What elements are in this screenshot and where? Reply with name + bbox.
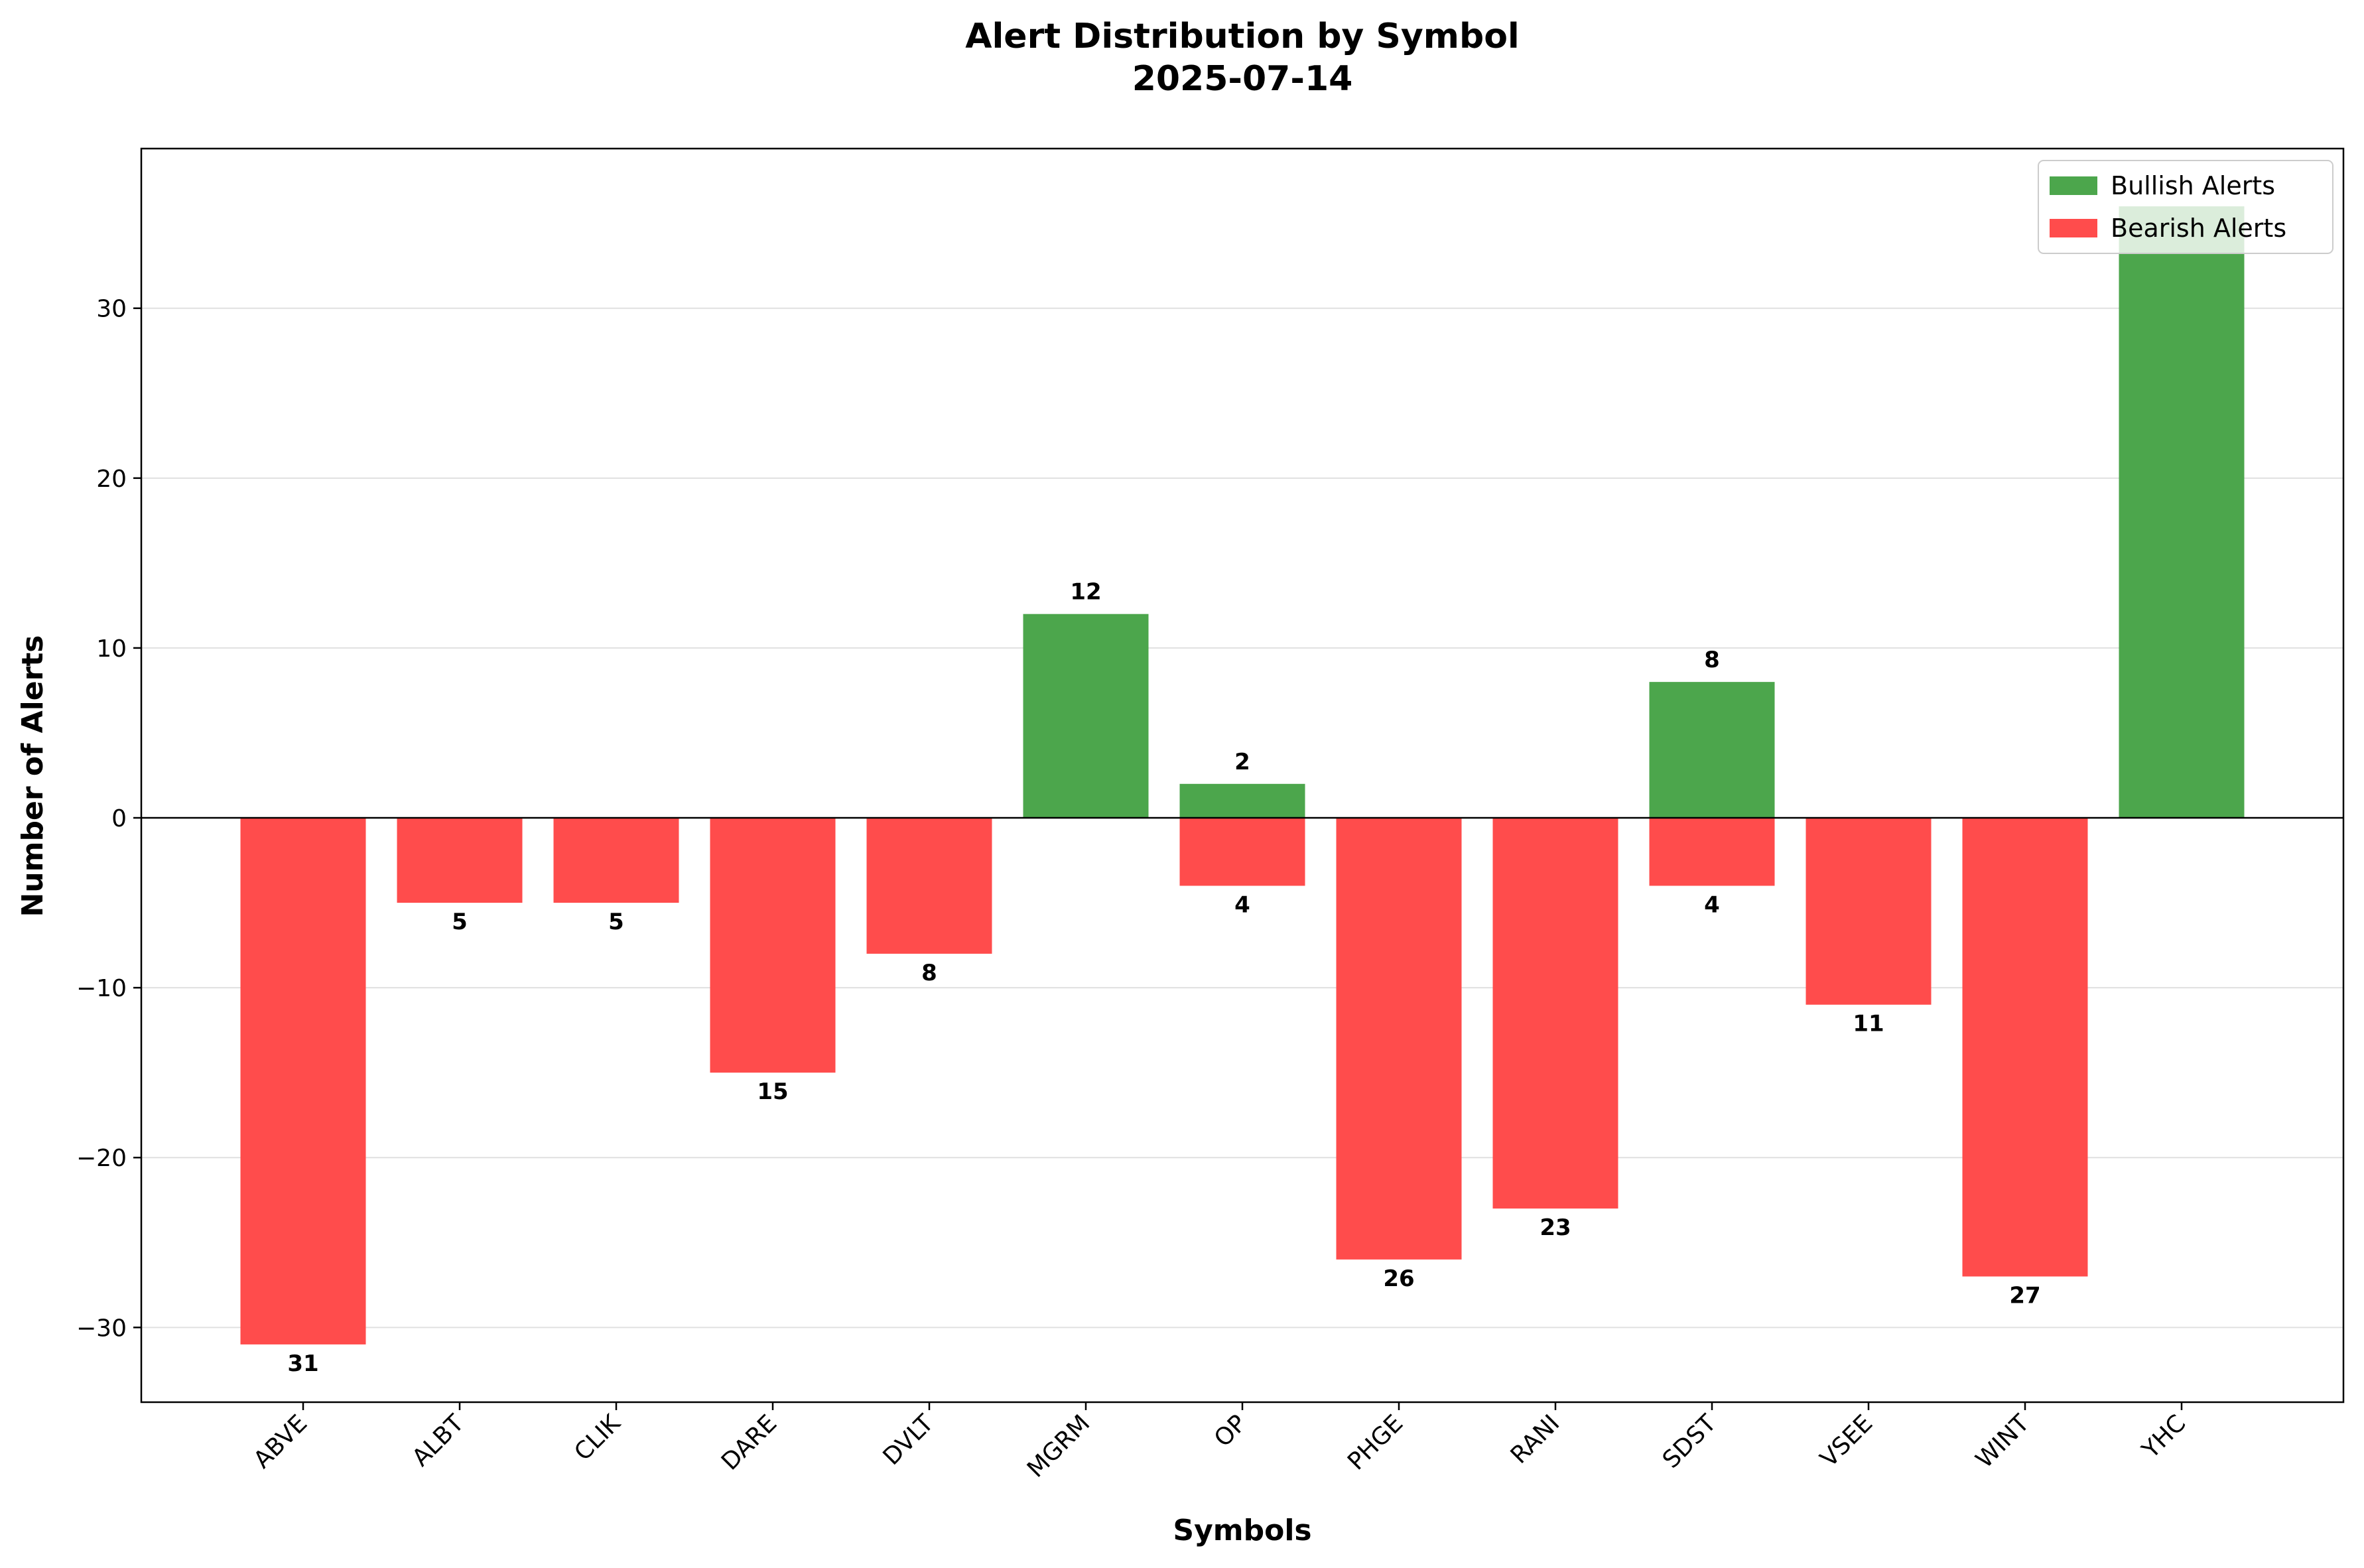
bars-group [240, 206, 2245, 1344]
bearish-bar-abve [240, 818, 366, 1344]
x-tick-label-vsee: VSEE [1815, 1409, 1878, 1472]
bearish-bar-rani [1492, 818, 1618, 1209]
bullish-value-label: 12 [1070, 579, 1101, 606]
x-tick-label-rani: RANI [1506, 1409, 1565, 1469]
legend: Bullish Alerts Bearish Alerts [2038, 160, 2333, 254]
bullish-bar-mgrm [1023, 614, 1149, 818]
legend-box [2038, 160, 2333, 254]
legend-label-bearish: Bearish Alerts [2111, 214, 2286, 243]
x-tick-label-phge: PHGE [1343, 1409, 1408, 1475]
legend-swatch-bearish [2050, 219, 2097, 237]
bearish-value-label: 5 [608, 909, 624, 935]
y-tick-label: 10 [96, 635, 127, 663]
bearish-bar-clik [553, 818, 679, 903]
x-tick-label-dare: DARE [716, 1409, 782, 1475]
bearish-bar-dare [710, 818, 836, 1073]
bearish-value-label: 4 [1234, 891, 1250, 918]
bullish-bar-yhc [2119, 206, 2245, 818]
bearish-bar-vsee [1806, 818, 1932, 1005]
y-tick-label: −30 [76, 1315, 127, 1342]
legend-swatch-bullish [2050, 176, 2097, 195]
x-tick-label-mgrm: MGRM [1022, 1409, 1095, 1482]
y-axis-label: Number of Alerts [16, 635, 50, 917]
x-tick-label-yhc: YHC [2136, 1409, 2191, 1464]
bearish-bar-albt [397, 818, 523, 903]
y-axis-ticks: −30 −20 −10 0 10 20 30 [76, 296, 141, 1342]
bearish-bar-op [1179, 818, 1305, 886]
y-tick-label: 0 [111, 805, 127, 832]
y-tick-label: −10 [76, 975, 127, 1002]
bullish-bar-op [1179, 783, 1305, 818]
bearish-value-label: 8 [921, 960, 937, 986]
bearish-value-label: 15 [757, 1078, 788, 1105]
bearish-bar-wint [1962, 818, 2088, 1277]
y-tick-label: −20 [76, 1145, 127, 1172]
x-tick-label-clik: CLIK [569, 1409, 626, 1466]
bearish-value-label: 4 [1704, 891, 1720, 918]
x-tick-label-dvlt: DVLT [878, 1409, 939, 1470]
legend-label-bullish: Bullish Alerts [2111, 171, 2275, 200]
bearish-bar-sdst [1649, 818, 1775, 886]
x-tick-label-op: OP [1209, 1409, 1252, 1452]
bullish-bar-sdst [1649, 682, 1775, 818]
chart-subtitle: 2025-07-14 [1132, 59, 1353, 99]
bearish-bar-phge [1336, 818, 1462, 1260]
bearish-bar-dvlt [866, 818, 992, 954]
x-tick-label-wint: WINT [1971, 1409, 2035, 1474]
x-axis-label: Symbols [1173, 1514, 1311, 1547]
bearish-value-label: 5 [452, 909, 468, 935]
bearish-value-label: 31 [287, 1350, 318, 1377]
x-tick-label-albt: ALBT [407, 1409, 470, 1472]
y-tick-label: 30 [96, 296, 127, 323]
bearish-value-label: 23 [1540, 1214, 1571, 1241]
bearish-value-label: 11 [1853, 1011, 1884, 1037]
y-tick-label: 20 [96, 466, 127, 493]
x-tick-label-abve: ABVE [249, 1409, 313, 1474]
x-axis-ticks: ABVE ALBT CLIK DARE DVLT MGRM OP PHGE RANI SDST VS… [249, 1402, 2191, 1483]
bearish-value-label: 26 [1383, 1266, 1414, 1292]
bullish-value-label: 8 [1704, 647, 1720, 673]
chart-title: Alert Distribution by Symbol [965, 17, 1520, 56]
data-labels: 12 2 8 31 5 5 15 8 4 26 23 4 11 27 [287, 579, 2040, 1377]
bullish-value-label: 2 [1234, 749, 1250, 775]
x-tick-label-sdst: SDST [1658, 1409, 1722, 1474]
bearish-value-label: 27 [2009, 1282, 2040, 1309]
